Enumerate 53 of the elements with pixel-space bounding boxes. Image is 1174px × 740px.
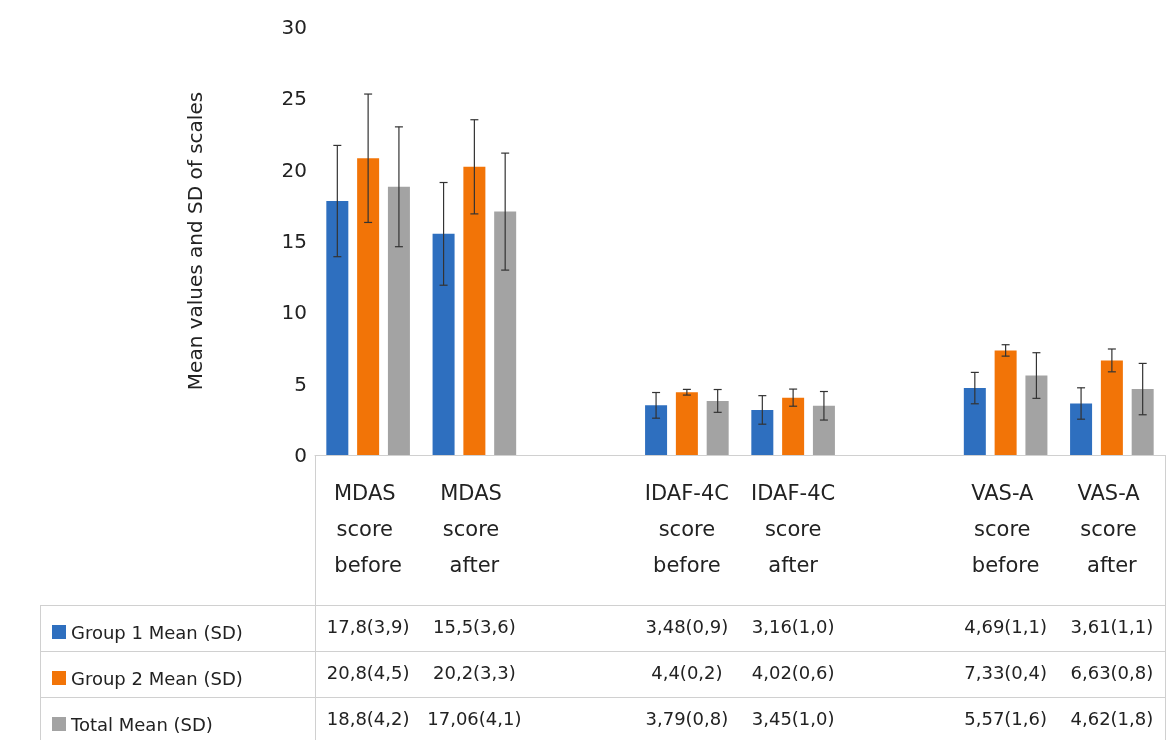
y-tick-label: 30 [281,15,307,39]
bar [1131,389,1154,455]
legend-label: Total Mean (SD) [70,713,213,735]
bar [1100,360,1123,455]
bar [387,186,410,455]
data-label: 4,02(0,6) [751,662,835,683]
data-label: 18,8(4,2) [326,708,410,729]
bar [494,211,517,455]
data-label: 7,33(0,4) [964,662,1047,683]
bar [751,409,774,455]
bar [812,405,835,455]
legend-label: Group 1 Mean (SD) [71,621,243,643]
data-label: 4,62(1,8) [1070,708,1154,729]
bar [645,405,668,455]
data-label: 15,5(3,6) [433,616,516,637]
y-tick-label: 15 [281,229,307,253]
data-label: 4,69(1,1) [964,616,1047,637]
x-tick-label: MDAS score before [333,481,403,577]
y-axis-title: Mean values and SD of scales [183,91,207,391]
bar [675,392,698,455]
data-label: 17,06(4,1) [427,708,522,729]
data-label: 6,63(0,8) [1070,662,1154,683]
bar [326,201,349,455]
x-tick-label: IDAF-4C score before [644,481,729,577]
y-tick-label: 0 [294,443,307,467]
x-tick-label: IDAF-4C score after [751,481,836,577]
data-label: 4,4(0,2) [651,662,723,683]
bar [432,233,455,455]
data-label: 17,8(3,9) [326,616,410,637]
x-tick-label: VAS-A score after [1077,481,1147,577]
bar [1025,375,1048,455]
bar [1070,403,1093,455]
bar [357,158,380,455]
bar [706,400,729,455]
data-label: 3,16(1,0) [751,616,835,637]
data-label: 3,61(1,1) [1070,616,1154,637]
y-tick-label: 5 [294,371,307,396]
y-tick-label: 25 [281,86,307,111]
data-label: 3,79(0,8) [645,708,729,729]
data-label: 3,45(1,0) [751,708,835,729]
bar [782,397,805,455]
data-label: 20,8(4,5) [326,662,410,683]
data-label: 5,57(1,6) [964,708,1047,729]
legend-label: Group 2 Mean (SD) [71,667,243,689]
y-tick-label: 10 [281,300,307,325]
data-label: 20,2(3,3) [433,662,516,683]
bar [994,350,1017,455]
x-tick-label: MDAS score after [440,481,509,577]
bar [463,166,486,455]
y-tick-label: 20 [281,157,307,182]
x-tick-label: VAS-A score before [971,481,1041,577]
data-label: 3,48(0,9) [645,616,729,637]
bar [963,388,986,455]
